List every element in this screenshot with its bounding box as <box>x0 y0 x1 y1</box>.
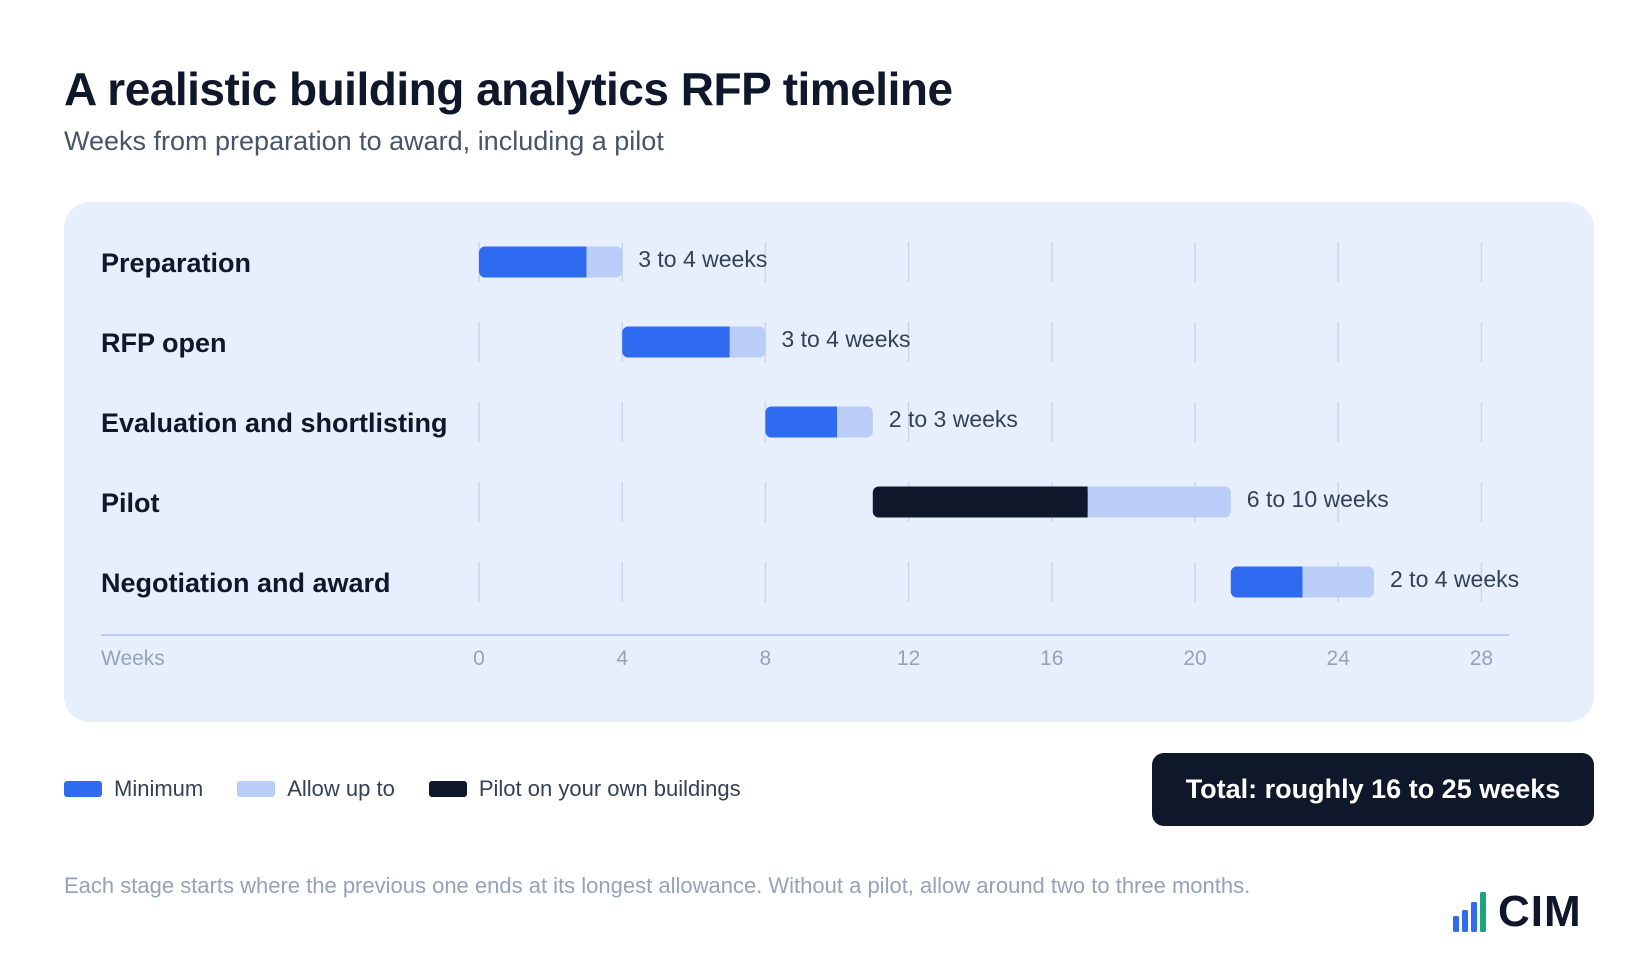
x-axis-label: Weeks <box>101 647 165 670</box>
total-badge: Total: roughly 16 to 25 weeks <box>1152 753 1594 826</box>
value-label: 2 to 4 weeks <box>1390 566 1519 592</box>
x-tick-label: 20 <box>1183 647 1206 670</box>
legend-item-minimum: Minimum <box>64 776 203 802</box>
row-label: RFP open <box>101 328 227 358</box>
x-tick-label: 4 <box>616 647 628 670</box>
chart-subtitle: Weeks from preparation to award, includi… <box>64 126 664 156</box>
minimum-bar-edge <box>829 406 837 438</box>
logo-wordmark: CIM <box>1498 887 1582 936</box>
x-tick-label: 0 <box>473 647 485 670</box>
legend: Minimum Allow up to Pilot on your own bu… <box>64 776 775 802</box>
legend-label-allowance: Allow up to <box>287 776 395 801</box>
minimum-bar-edge <box>1294 566 1303 598</box>
minimum-bar <box>1230 566 1303 598</box>
legend-label-pilot: Pilot on your own buildings <box>478 776 741 801</box>
legend-swatch-allowance <box>237 781 276 797</box>
minimum-bar <box>479 246 587 278</box>
value-label: 6 to 10 weeks <box>1247 486 1389 512</box>
chart-panel: Preparation 3 to 4 weeks RFP open 3 to 4 we… <box>64 202 1594 722</box>
chart-title: A realistic building analytics RFP timel… <box>64 63 953 115</box>
row-label: Preparation <box>101 248 251 278</box>
minimum-bar <box>622 326 730 358</box>
value-label: 2 to 3 weeks <box>889 406 1018 432</box>
legend-item-allowance: Allow up to <box>237 776 395 802</box>
row-label: Pilot <box>101 488 160 518</box>
row-label: Evaluation and shortlisting <box>101 408 448 438</box>
row-label: Negotiation and award <box>101 568 391 598</box>
value-label: 3 to 4 weeks <box>781 326 910 352</box>
gantt-chart: Preparation 3 to 4 weeks RFP open 3 to 4 we… <box>101 242 1519 670</box>
x-tick-label: 8 <box>760 647 772 670</box>
x-tick-label: 28 <box>1470 647 1493 670</box>
legend-swatch-minimum <box>64 781 102 797</box>
minimum-bar <box>765 406 837 438</box>
legend-label-minimum: Minimum <box>114 776 204 801</box>
pilot-bar <box>872 486 1088 518</box>
value-label: 3 to 4 weeks <box>638 246 767 272</box>
minimum-bar-edge <box>721 326 730 358</box>
legend-swatch-pilot <box>428 781 467 797</box>
minimum-bar-edge <box>578 246 587 278</box>
x-tick-label: 12 <box>897 647 920 670</box>
pilot-bar-edge <box>1079 486 1088 518</box>
x-tick-label: 24 <box>1327 647 1351 670</box>
brand-logo: CIM <box>1452 887 1582 936</box>
bar-chart-logo-icon <box>1453 892 1486 932</box>
legend-item-pilot: Pilot on your own buildings <box>428 776 741 802</box>
x-tick-label: 16 <box>1040 647 1063 670</box>
footnote: Each stage starts where the previous one… <box>64 873 1251 898</box>
